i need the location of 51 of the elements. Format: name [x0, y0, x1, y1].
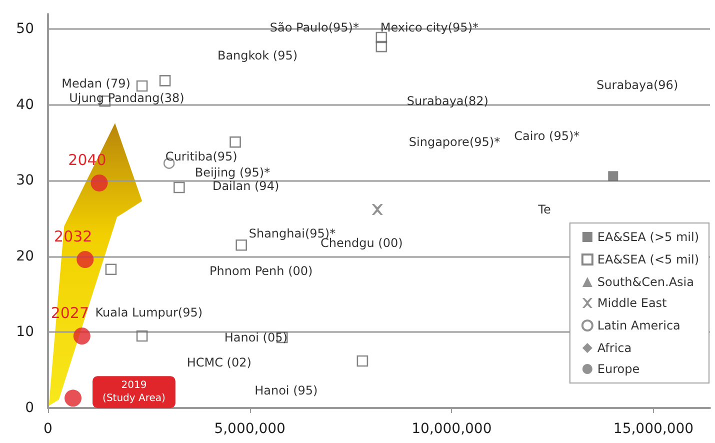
point — [376, 32, 388, 44]
point — [376, 40, 388, 52]
x-tick-label: 10,000,000 — [412, 421, 492, 437]
point — [608, 171, 618, 182]
legend-label: Middle East — [597, 296, 668, 310]
point — [136, 330, 148, 342]
annotation: Dailan (94) — [212, 178, 280, 193]
annotation: São Paulo(95)* — [270, 20, 359, 35]
y-tick-label: 0 — [25, 400, 34, 416]
annotation: Cairo (95)* — [514, 128, 580, 143]
annotation: Te — [537, 202, 551, 216]
annotation: Beijing (95)* — [194, 165, 270, 180]
y-tick-label: 40 — [16, 96, 34, 113]
legend-label: Africa — [597, 341, 632, 355]
legend-label: EA&SEA (<5 mil) — [597, 252, 700, 266]
legend-label: South&Cen.Asia — [597, 275, 694, 289]
y-tick-label: 30 — [16, 172, 34, 189]
annotation: Hanoi (95) — [254, 384, 318, 398]
y-tick-label: 50 — [16, 21, 34, 38]
x-tick-label: 0 — [44, 421, 52, 437]
y-tick-label: 20 — [16, 248, 34, 264]
point — [372, 204, 383, 215]
point — [174, 182, 185, 194]
annotation: 2019 (Study Area) — [102, 380, 166, 404]
annotation: HCMC (02) — [186, 356, 252, 370]
point — [159, 75, 171, 86]
point — [136, 80, 148, 92]
point — [356, 355, 368, 367]
annotation: Kuala Lumpur(95) — [95, 306, 203, 320]
annotation: Singapore(95)* — [408, 135, 500, 150]
annotation: Mexico city(95)* — [380, 20, 479, 35]
legend-label: Latin America — [597, 318, 680, 332]
x-tick-label: 5,000,000 — [214, 421, 286, 437]
annotation: Medan (79) — [62, 76, 130, 91]
point — [230, 136, 241, 148]
point — [73, 328, 90, 345]
point — [90, 174, 108, 192]
y-tick-label: 10 — [16, 324, 34, 340]
point — [236, 239, 247, 251]
annotation: Shanghai(95)* — [248, 226, 336, 241]
legend-label: EA&SEA (>5 mil) — [597, 230, 700, 244]
x-tick-label: 15,000,000 — [613, 421, 694, 437]
annotation: Surabaya(82) — [406, 94, 488, 108]
point — [105, 264, 117, 275]
point — [64, 390, 82, 407]
annotation: Bangkok (95) — [217, 48, 298, 63]
legend-label: Europe — [597, 362, 640, 376]
point — [76, 250, 94, 268]
annotation: Curitiba(95) — [165, 149, 238, 164]
annotation: Surabaya(96) — [596, 78, 678, 92]
annotation: Phnom Penh (00) — [210, 264, 313, 278]
